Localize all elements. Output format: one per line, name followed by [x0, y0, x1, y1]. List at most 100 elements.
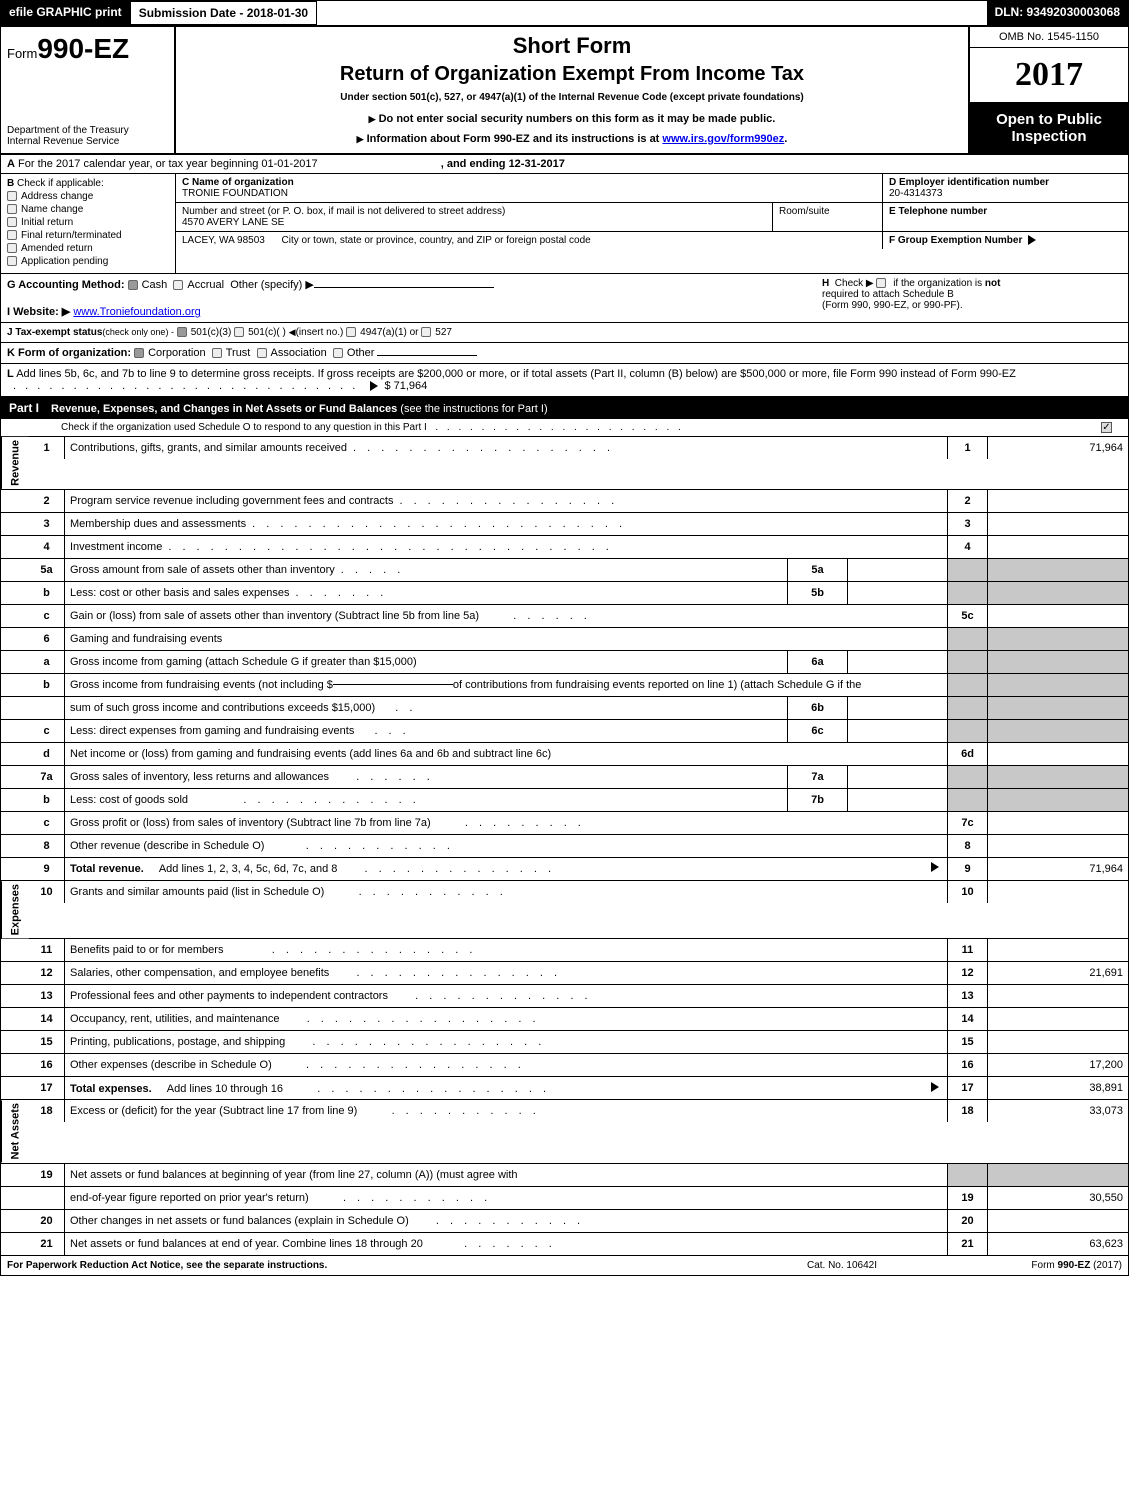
desc-5b: Less: cost or other basis and sales expe…	[65, 582, 788, 604]
checkbox-schedule-b[interactable]	[876, 278, 886, 288]
checkbox-cash[interactable]	[128, 280, 138, 290]
instructions-link[interactable]: www.irs.gov/form990ez	[662, 133, 784, 145]
amt-5c	[988, 605, 1128, 627]
sub-6b: 6b	[788, 697, 848, 719]
rn-21: 21	[948, 1233, 988, 1255]
ln-13: 13	[29, 985, 65, 1007]
checkbox-association[interactable]	[257, 348, 267, 358]
page-footer: For Paperwork Reduction Act Notice, see …	[1, 1256, 1128, 1275]
shade-5b	[948, 582, 988, 604]
desc-17: Total expenses. Add lines 10 through 16 …	[65, 1077, 948, 1099]
shade-19-amt	[988, 1164, 1128, 1186]
rn-1: 1	[948, 437, 988, 459]
shade-5a	[948, 559, 988, 581]
ln-7a: 7a	[29, 766, 65, 788]
ln-11: 11	[29, 939, 65, 961]
ln-6b: b	[29, 674, 65, 696]
shade-6c	[948, 720, 988, 742]
rn-12: 12	[948, 962, 988, 984]
shade-6-amt	[988, 628, 1128, 650]
amt-19: 30,550	[988, 1187, 1128, 1209]
ln-7b: b	[29, 789, 65, 811]
ln-16: 16	[29, 1054, 65, 1076]
shade-5a-amt	[988, 559, 1128, 581]
title-return: Return of Organization Exempt From Incom…	[188, 63, 956, 86]
footer-form: Form 990-EZ (2017)	[952, 1260, 1122, 1271]
f-group-label: F Group Exemption Number	[889, 235, 1022, 246]
part-1-header: Part I Revenue, Expenses, and Changes in…	[1, 397, 1128, 419]
val-6c	[848, 720, 948, 742]
rn-9: 9	[948, 858, 988, 880]
shade-6b2-amt	[988, 697, 1128, 719]
shade-6	[948, 628, 988, 650]
desc-2: Program service revenue including govern…	[65, 490, 948, 512]
h-text2: if the organization is	[893, 278, 982, 289]
city-label: City or town, state or province, country…	[282, 235, 591, 246]
desc-21: Net assets or fund balances at end of ye…	[65, 1233, 948, 1255]
checkbox-trust[interactable]	[212, 348, 222, 358]
line-a-text: For the 2017 calendar year, or tax year …	[18, 158, 318, 170]
ln-6a: a	[29, 651, 65, 673]
checkbox-amended-return[interactable]	[7, 243, 17, 253]
d-ein-label: D Employer identification number	[889, 177, 1122, 188]
checkbox-name-change[interactable]	[7, 204, 17, 214]
room-suite-label: Room/suite	[773, 203, 883, 231]
ln-15: 15	[29, 1031, 65, 1053]
checkbox-address-change[interactable]	[7, 191, 17, 201]
checkbox-527[interactable]	[421, 327, 431, 337]
checkbox-initial-return[interactable]	[7, 217, 17, 227]
val-7b	[848, 789, 948, 811]
rn-4: 4	[948, 536, 988, 558]
shade-7b-amt	[988, 789, 1128, 811]
amt-7c	[988, 812, 1128, 834]
val-5a	[848, 559, 948, 581]
desc-13: Professional fees and other payments to …	[65, 985, 948, 1007]
ln-4: 4	[29, 536, 65, 558]
checkbox-accrual[interactable]	[173, 280, 183, 290]
city-value: LACEY, WA 98503	[182, 235, 265, 246]
checkbox-final-return[interactable]	[7, 230, 17, 240]
ln-6c: c	[29, 720, 65, 742]
shade-6b2	[948, 697, 988, 719]
b-label: B	[7, 178, 14, 189]
part-1-label: Part I	[9, 401, 39, 415]
checkbox-4947[interactable]	[346, 327, 356, 337]
sub-5b: 5b	[788, 582, 848, 604]
rn-7c: 7c	[948, 812, 988, 834]
rn-18: 18	[948, 1100, 988, 1122]
checkbox-schedule-o[interactable]	[1101, 422, 1112, 433]
desc-12: Salaries, other compensation, and employ…	[65, 962, 948, 984]
checkbox-application-pending[interactable]	[7, 256, 17, 266]
g-other: Other (specify) ▶	[230, 279, 314, 291]
amt-15	[988, 1031, 1128, 1053]
desc-6c: Less: direct expenses from gaming and fu…	[65, 720, 788, 742]
section-b-c-d-e-f: B Check if applicable: Address change Na…	[1, 174, 1128, 274]
amt-4	[988, 536, 1128, 558]
desc-6a: Gross income from gaming (attach Schedul…	[65, 651, 788, 673]
amt-12: 21,691	[988, 962, 1128, 984]
amt-18: 33,073	[988, 1100, 1128, 1122]
checkbox-corporation[interactable]	[134, 348, 144, 358]
line-g-h: G Accounting Method: Cash Accrual Other …	[1, 274, 1128, 323]
checkbox-501c[interactable]	[234, 327, 244, 337]
ln-5c: c	[29, 605, 65, 627]
h-text4: (Form 990, 990-EZ, or 990-PF).	[822, 300, 963, 311]
checkbox-other-org[interactable]	[333, 348, 343, 358]
ln-17: 17	[29, 1077, 65, 1099]
rn-2: 2	[948, 490, 988, 512]
desc-10: Grants and similar amounts paid (list in…	[65, 881, 948, 903]
checkbox-501c3[interactable]	[177, 327, 187, 337]
shade-6a-amt	[988, 651, 1128, 673]
h-label: H	[822, 278, 829, 289]
section-b: B Check if applicable: Address change Na…	[1, 174, 176, 273]
website-link[interactable]: www.Troniefoundation.org	[73, 306, 200, 318]
ln-19b	[29, 1187, 65, 1209]
arrow-icon	[370, 381, 378, 391]
desc-19b: end-of-year figure reported on prior yea…	[65, 1187, 948, 1209]
amt-10	[988, 881, 1128, 903]
ln-5a: 5a	[29, 559, 65, 581]
shade-7a	[948, 766, 988, 788]
ln-14: 14	[29, 1008, 65, 1030]
sub-7b: 7b	[788, 789, 848, 811]
rn-14: 14	[948, 1008, 988, 1030]
